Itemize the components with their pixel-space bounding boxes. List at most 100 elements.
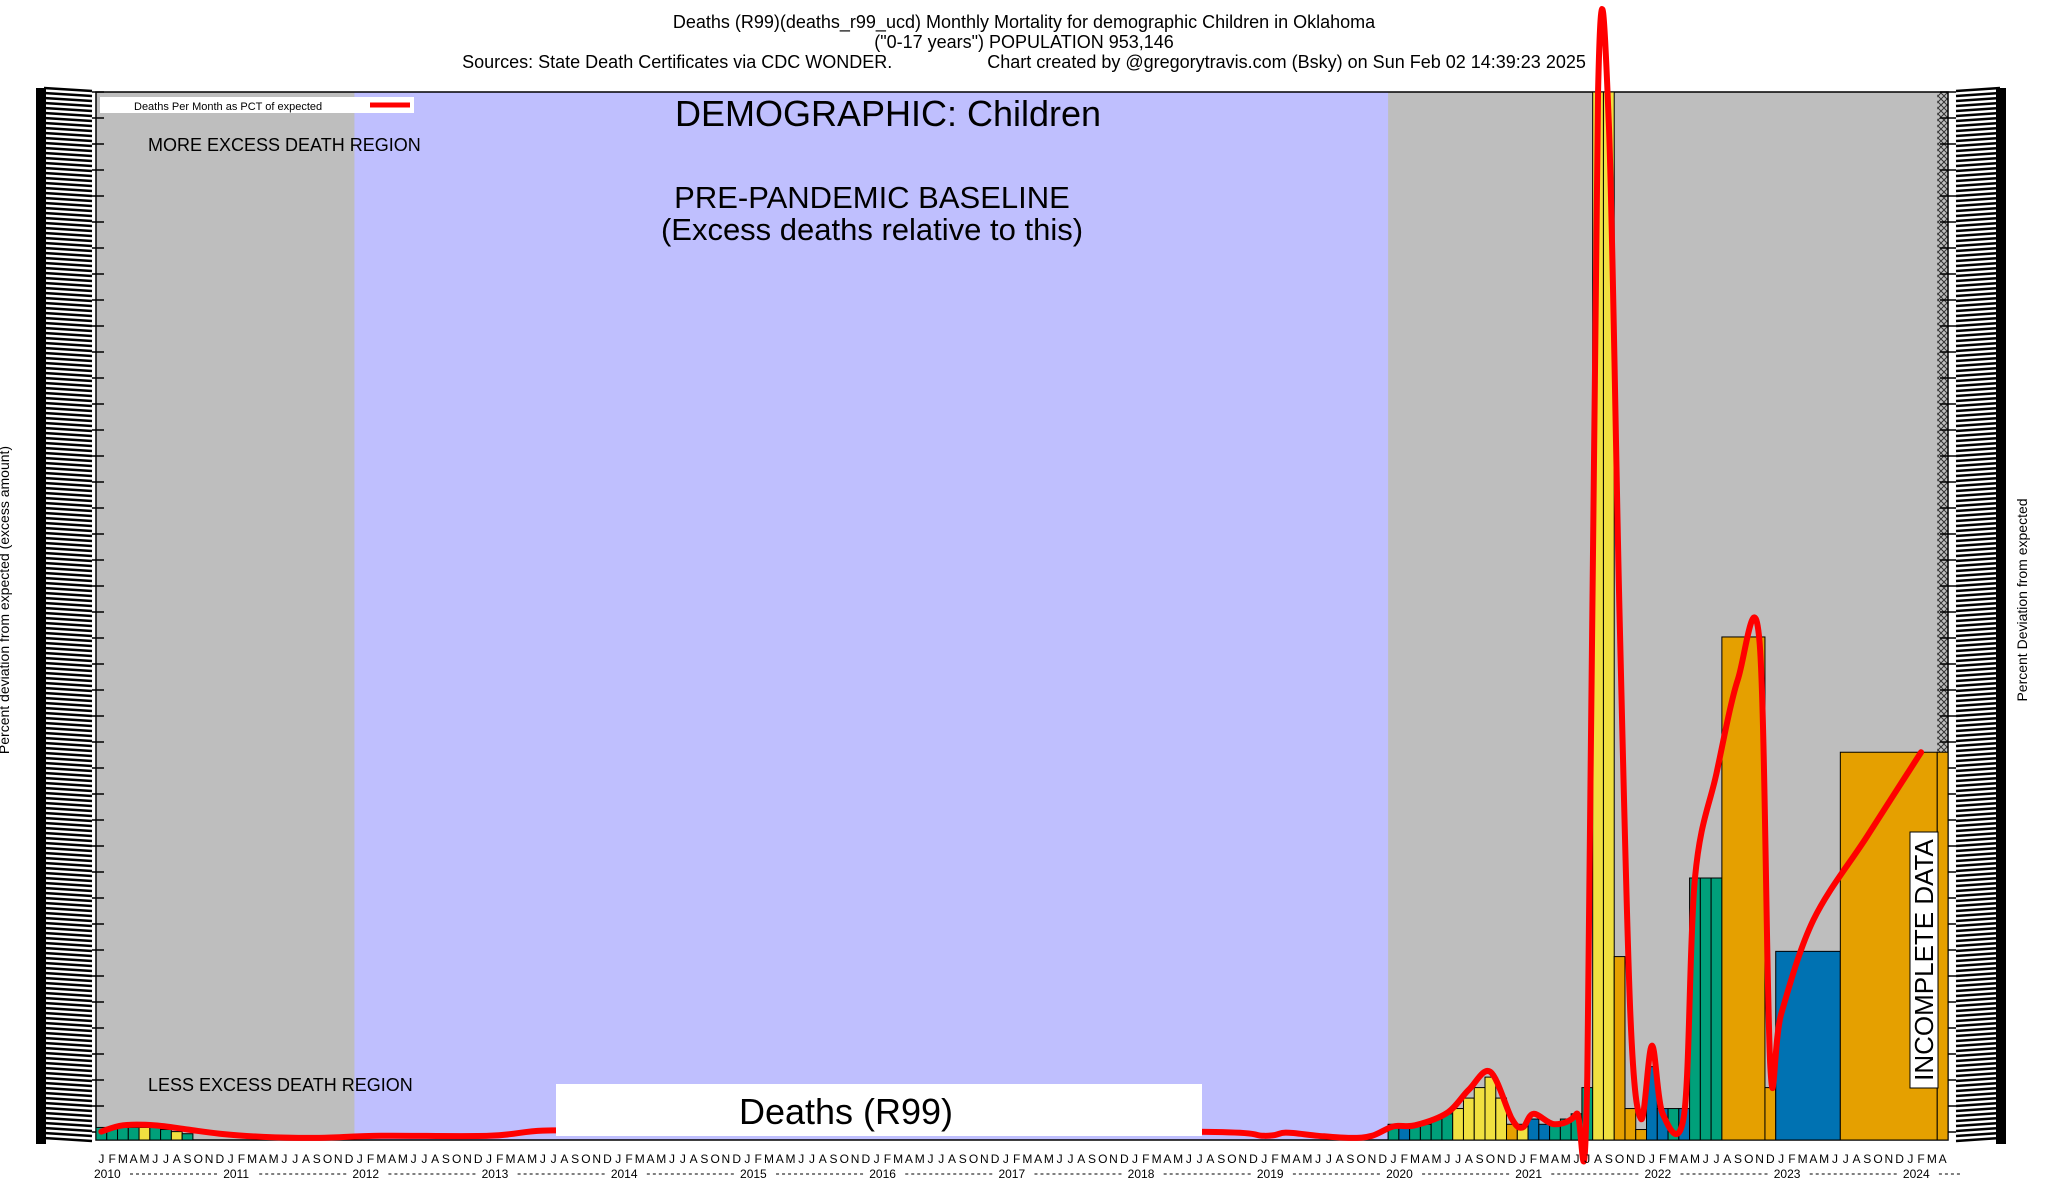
- left-axis-tick: [43, 721, 93, 728]
- right-axis-tick: [1955, 1016, 2001, 1023]
- right-axis-tick: [1955, 1076, 2001, 1083]
- x-tick-label: M: [1302, 1152, 1312, 1166]
- left-axis-tick: [43, 766, 93, 773]
- x-tick-label: A: [1293, 1152, 1301, 1166]
- legend-label: Deaths Per Month as PCT of expected: [134, 101, 322, 113]
- left-axis-tick: [43, 306, 93, 313]
- chart-title: Deaths (R99)(deaths_r99_ucd) Monthly Mor…: [0, 12, 2048, 52]
- x-tick-label: O: [1098, 1152, 1107, 1166]
- left-axis-tick: [43, 1011, 93, 1018]
- x-tick-label: O: [1873, 1152, 1882, 1166]
- x-tick-label: O: [323, 1152, 332, 1166]
- left-axis-tick: [43, 1066, 93, 1073]
- x-tick-label: S: [442, 1152, 450, 1166]
- right-axis-tick: [1955, 211, 2001, 218]
- x-tick-label: J: [1003, 1152, 1009, 1166]
- left-axis-tick: [43, 351, 93, 358]
- left-axis-tick: [43, 346, 93, 353]
- x-tick-label: F: [1788, 1152, 1795, 1166]
- left-axis-tick: [43, 626, 93, 633]
- right-axis-tick: [1955, 1001, 2001, 1008]
- x-tick-label: J: [163, 1152, 169, 1166]
- left-axis-tick: [43, 771, 93, 778]
- more-excess-region-label: MORE EXCESS DEATH REGION: [148, 135, 421, 155]
- left-axis-tick: [43, 656, 93, 663]
- left-axis-tick: [43, 206, 93, 213]
- left-axis-tick: [43, 911, 93, 918]
- x-year-label: 2011: [223, 1167, 249, 1181]
- sources-text: Sources: State Death Certificates via CD…: [462, 52, 893, 72]
- right-axis-tick: [1955, 266, 2001, 273]
- x-tick-label: S: [1734, 1152, 1742, 1166]
- right-axis-tick: [1955, 536, 2001, 543]
- right-axis-tick: [1955, 996, 2001, 1003]
- x-tick-label: F: [1142, 1152, 1149, 1166]
- x-tick-label: S: [1476, 1152, 1484, 1166]
- right-axis-tick: [1955, 176, 2001, 183]
- right-axis-tick: [1955, 106, 2001, 113]
- x-tick-label: M: [1281, 1152, 1291, 1166]
- x-tick-label: M: [398, 1152, 408, 1166]
- x-tick-label: D: [991, 1152, 1000, 1166]
- right-axis-tick: [1955, 1036, 2001, 1043]
- right-axis-tick: [1955, 751, 2001, 758]
- x-tick-label: M: [118, 1152, 128, 1166]
- left-axis-tick: [43, 106, 93, 113]
- right-axis-tick: [1955, 641, 2001, 648]
- right-axis-tick: [1955, 826, 2001, 833]
- right-axis-tick: [1955, 781, 2001, 788]
- left-axis-tick: [43, 96, 93, 103]
- right-axis-tick: [1955, 431, 2001, 438]
- right-axis-tick: [1955, 791, 2001, 798]
- left-axis-tick: [43, 546, 93, 553]
- left-axis-tick: [43, 591, 93, 598]
- x-tick-label: N: [1626, 1152, 1635, 1166]
- left-axis-tick: [43, 1031, 93, 1038]
- left-axis-tick: [43, 326, 93, 333]
- left-axis-tick: [43, 961, 93, 968]
- bar: [160, 1129, 172, 1141]
- left-axis-tick: [43, 696, 93, 703]
- left-axis-tick: [43, 391, 93, 398]
- left-axis-tick: [43, 1056, 93, 1063]
- bar: [1699, 877, 1712, 1141]
- right-axis-tick: [1955, 916, 2001, 923]
- bar: [1775, 950, 1841, 1141]
- x-tick-label: A: [1077, 1152, 1085, 1166]
- incomplete-data-box: [1909, 831, 1939, 1089]
- left-axis-tick: [43, 831, 93, 838]
- left-axis-tick: [43, 821, 93, 828]
- right-axis-tick: [1955, 831, 2001, 838]
- left-axis-tick: [43, 606, 93, 613]
- x-tick-label: J: [809, 1152, 815, 1166]
- left-axis-tick: [43, 966, 93, 973]
- x-tick-label: F: [884, 1152, 891, 1166]
- left-axis-tick: [43, 441, 93, 448]
- right-axis-tick: [1955, 616, 2001, 623]
- left-axis-tick: [43, 1026, 93, 1033]
- demographic-label: DEMOGRAPHIC: Children: [675, 93, 1101, 134]
- right-axis-tick: [1955, 881, 2001, 888]
- left-axis-tick: [43, 596, 93, 603]
- left-axis-tick: [43, 706, 93, 713]
- left-axis-tick: [43, 586, 93, 593]
- x-year-label: 2019: [1257, 1167, 1284, 1181]
- x-year-label: 2018: [1128, 1167, 1155, 1181]
- right-axis-tick: [1955, 1031, 2001, 1038]
- left-axis-tick: [43, 886, 93, 893]
- x-tick-label: S: [571, 1152, 579, 1166]
- right-axis-tick: [1955, 481, 2001, 488]
- right-axis-tick: [1955, 446, 2001, 453]
- bar: [1635, 1129, 1648, 1141]
- left-axis-bar: [36, 88, 46, 1144]
- right-axis-tick: [1955, 356, 2001, 363]
- left-axis-tick: [43, 981, 93, 988]
- right-axis-tick: [1955, 586, 2001, 593]
- left-axis-tick: [43, 271, 93, 278]
- x-tick-label: J: [1714, 1152, 1720, 1166]
- right-axis-tick: [1955, 226, 2001, 233]
- left-axis-tick: [43, 381, 93, 388]
- x-tick-label: J: [357, 1152, 363, 1166]
- incomplete-data-region: [1937, 92, 1948, 1140]
- right-axis-tick: [1955, 156, 2001, 163]
